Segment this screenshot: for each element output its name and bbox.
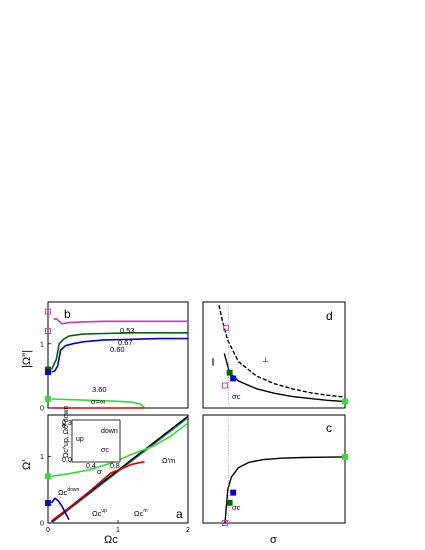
label-omega-m-prime: Ω'm	[162, 456, 175, 465]
label-sigma-c-d: σc	[232, 392, 241, 401]
inset-e-down: down	[101, 428, 118, 435]
inset-e-sigma-c: σc	[101, 447, 109, 454]
label-parallel: ∥	[211, 357, 215, 366]
label-perp: ⊥	[262, 355, 269, 364]
inset-e-ylabel: Ωc^up, Ωc^down	[63, 405, 70, 458]
panel-d-frame	[202, 301, 346, 409]
panel-a-letter: a	[176, 507, 183, 521]
series-d-1	[218, 305, 346, 398]
marker-d-light	[342, 398, 348, 405]
marker-c-green	[226, 499, 233, 506]
ytick-label-a-1: 1	[40, 454, 44, 461]
marker-c-magenta	[222, 520, 228, 526]
marker-b-magenta-1	[45, 308, 51, 315]
panel-c-letter: c	[326, 421, 332, 435]
label-omega-c-m: Ωcm	[134, 508, 148, 518]
ytick-label-b-0: 0	[40, 406, 44, 413]
panel-d-letter: d	[326, 309, 333, 323]
inset-e-letter: e	[62, 421, 66, 430]
series-a-3	[51, 460, 145, 522]
series-b-2	[51, 337, 188, 373]
ytick-label-b-1: 1	[40, 341, 44, 348]
inset-e-ytick-1: 0,3	[62, 420, 72, 427]
series-a-2	[51, 422, 189, 478]
panel-b-ylabel: |Ω''|	[21, 350, 33, 368]
label-omega-c-up: Ωcup	[92, 508, 107, 518]
marker-b-light	[45, 396, 51, 402]
series-c-0	[224, 456, 346, 524]
marker-d-magenta	[223, 324, 230, 331]
marker-a-blue	[45, 500, 51, 506]
marker-c-blue	[230, 489, 237, 496]
label-sigma-c-c: σc	[232, 503, 241, 512]
xtick-label-a-0: 0	[46, 527, 50, 534]
xtick-label-a-1: 1	[116, 527, 120, 534]
marker-d-magenta-2	[222, 382, 228, 389]
plot-layer: 0 1 0 1 0 1 2	[40, 302, 348, 534]
series-a-0	[51, 417, 189, 524]
series-b-1	[50, 331, 188, 370]
label-053: 0.53	[120, 326, 135, 335]
inset-e-frame	[71, 419, 121, 463]
marker-b-blue	[45, 369, 51, 375]
panel-a-xlabel: Ωc	[104, 534, 118, 546]
inset-e-xtick-1: 0,8	[110, 463, 120, 470]
series-d-0	[223, 353, 346, 403]
panel-a-ylabel: Ω'	[21, 460, 33, 470]
label-sigma-inf: σ=∞	[91, 397, 105, 406]
ytick-label-a-0: 0	[40, 521, 44, 528]
marker-a-light	[45, 473, 51, 480]
series-a-4	[50, 497, 70, 521]
panel-c-xlabel: σ	[270, 534, 277, 546]
series-b-3	[51, 398, 146, 409]
inset-e-up: up	[76, 436, 84, 443]
label-060: 0.60	[110, 345, 125, 354]
label-360: 3.60	[92, 385, 107, 394]
label-067: 0.67	[118, 338, 133, 347]
series-b-0	[53, 317, 188, 325]
marker-c-light	[342, 453, 348, 460]
marker-d-green	[226, 369, 233, 376]
inset-e-ytick-0: 0,0	[62, 457, 72, 464]
marker-b-magenta-2	[45, 327, 51, 334]
label-sigma-a: σ	[97, 467, 102, 476]
panel-c-frame	[202, 414, 346, 524]
panel-b-letter: b	[64, 307, 71, 321]
xtick-label-a-2: 2	[186, 527, 190, 534]
inset-e-xtick-0: 0,4	[86, 463, 96, 470]
marker-d-blue	[230, 375, 237, 382]
label-omega-c-down: Ωcdown	[58, 487, 80, 497]
